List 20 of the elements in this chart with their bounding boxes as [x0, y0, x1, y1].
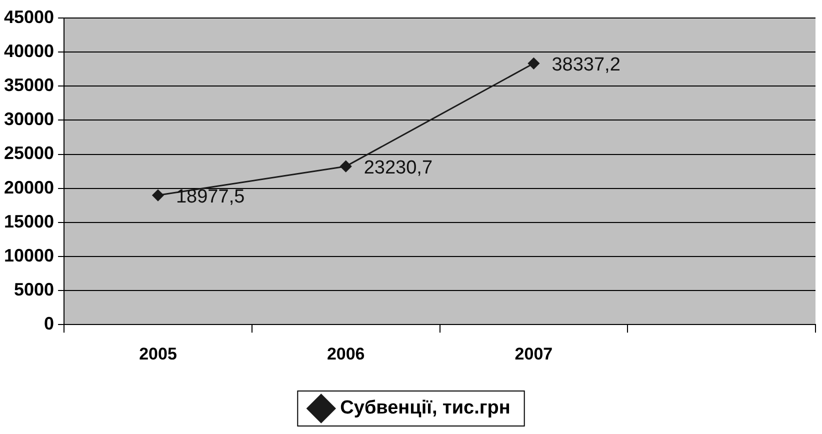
y-tick-label: 45000: [4, 6, 54, 27]
y-tick-label: 40000: [4, 41, 54, 62]
data-label: 23230,7: [364, 158, 433, 179]
x-tick-label: 2005: [139, 344, 177, 364]
y-tick-label: 10000: [4, 245, 54, 266]
y-tick-label: 5000: [14, 280, 54, 300]
point: [340, 160, 352, 172]
y-tick-label: 35000: [4, 75, 54, 96]
x-tick-label: 2007: [514, 344, 553, 364]
data-label: 18977,5: [176, 186, 245, 208]
point: [152, 190, 164, 202]
data-label: 38337,2: [552, 54, 620, 76]
y-tick-label: 15000: [4, 211, 54, 232]
y-tick-label: 30000: [4, 109, 54, 130]
legend-label: Субвенції, тис.грн: [340, 398, 510, 419]
x-tick-label: 2006: [326, 344, 365, 364]
y-tick-label: 20000: [4, 177, 54, 198]
y-tick-label: 25000: [4, 143, 54, 164]
point: [528, 58, 540, 70]
y-tick-label: 0: [44, 314, 54, 334]
